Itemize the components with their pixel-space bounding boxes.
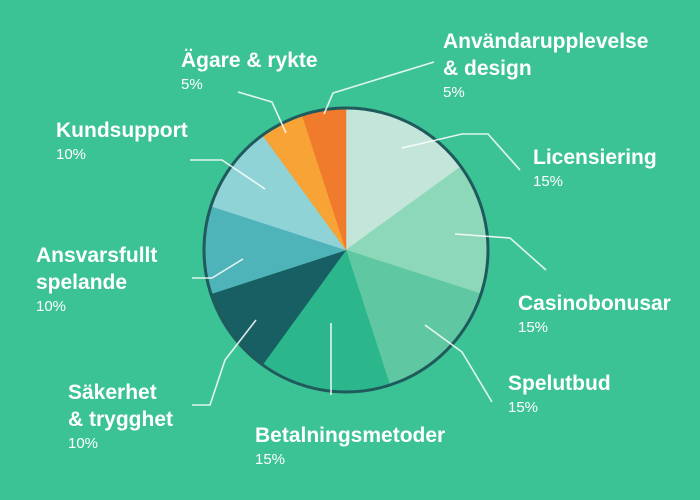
leader-line xyxy=(323,61,435,115)
slice-label: Ansvarsfullt spelande 10% xyxy=(36,244,157,315)
slice-label-value: 10% xyxy=(36,298,66,315)
slice-label-value: 15% xyxy=(518,319,548,336)
slice-label: Licensiering 15% xyxy=(533,146,657,190)
slice-label-name: & design xyxy=(443,57,532,80)
slice-label-value: 5% xyxy=(181,76,203,93)
slice-label-name: & trygghet xyxy=(68,408,173,431)
slice-label-value: 15% xyxy=(533,173,563,190)
slice-label-name: Användarupplevelse xyxy=(443,30,648,53)
slice-labels: Licensiering 15%Casinobonusar 15%Spelutbud… xyxy=(36,30,671,468)
slice-label-name: Ansvarsfullt xyxy=(36,244,157,267)
pie-outline xyxy=(202,106,490,394)
slice-label-value: 10% xyxy=(56,146,86,163)
leader-lines xyxy=(190,61,547,406)
slice-label-name: Ägare & rykte xyxy=(181,49,318,72)
slice-label-name: Kundsupport xyxy=(56,119,188,142)
slice-label-value: 5% xyxy=(443,84,465,101)
slice-label: Spelutbud 15% xyxy=(508,372,611,416)
slice-label-name: spelande xyxy=(36,271,127,294)
leader-line xyxy=(237,91,287,134)
slice-label-name: Licensiering xyxy=(533,146,657,169)
slice-label: Betalningsmetoder 15% xyxy=(255,424,445,468)
pie-slices xyxy=(203,107,489,393)
leader-line xyxy=(454,233,547,271)
slice-label: Användarupplevelse & design 5% xyxy=(443,30,648,101)
leader-line xyxy=(401,133,521,171)
slice-label-value: 10% xyxy=(68,435,98,452)
slice-label-name: Casinobonusar xyxy=(518,292,671,315)
slice-label-name: Betalningsmetoder xyxy=(255,424,445,447)
slice-label: Ägare & rykte 5% xyxy=(181,49,318,93)
slice-label-value: 15% xyxy=(255,451,285,468)
slice-label-value: 15% xyxy=(508,399,538,416)
slice-label-name: Spelutbud xyxy=(508,372,611,395)
leader-line xyxy=(190,159,266,190)
slice-label-name: Säkerhet xyxy=(68,381,157,404)
slice-label: Kundsupport 10% xyxy=(56,119,188,163)
leader-line xyxy=(192,258,244,279)
leader-line xyxy=(192,319,257,406)
slice-label: Casinobonusar 15% xyxy=(518,292,671,336)
leader-line xyxy=(424,324,493,403)
slice-label: Säkerhet & trygghet 10% xyxy=(68,381,173,452)
